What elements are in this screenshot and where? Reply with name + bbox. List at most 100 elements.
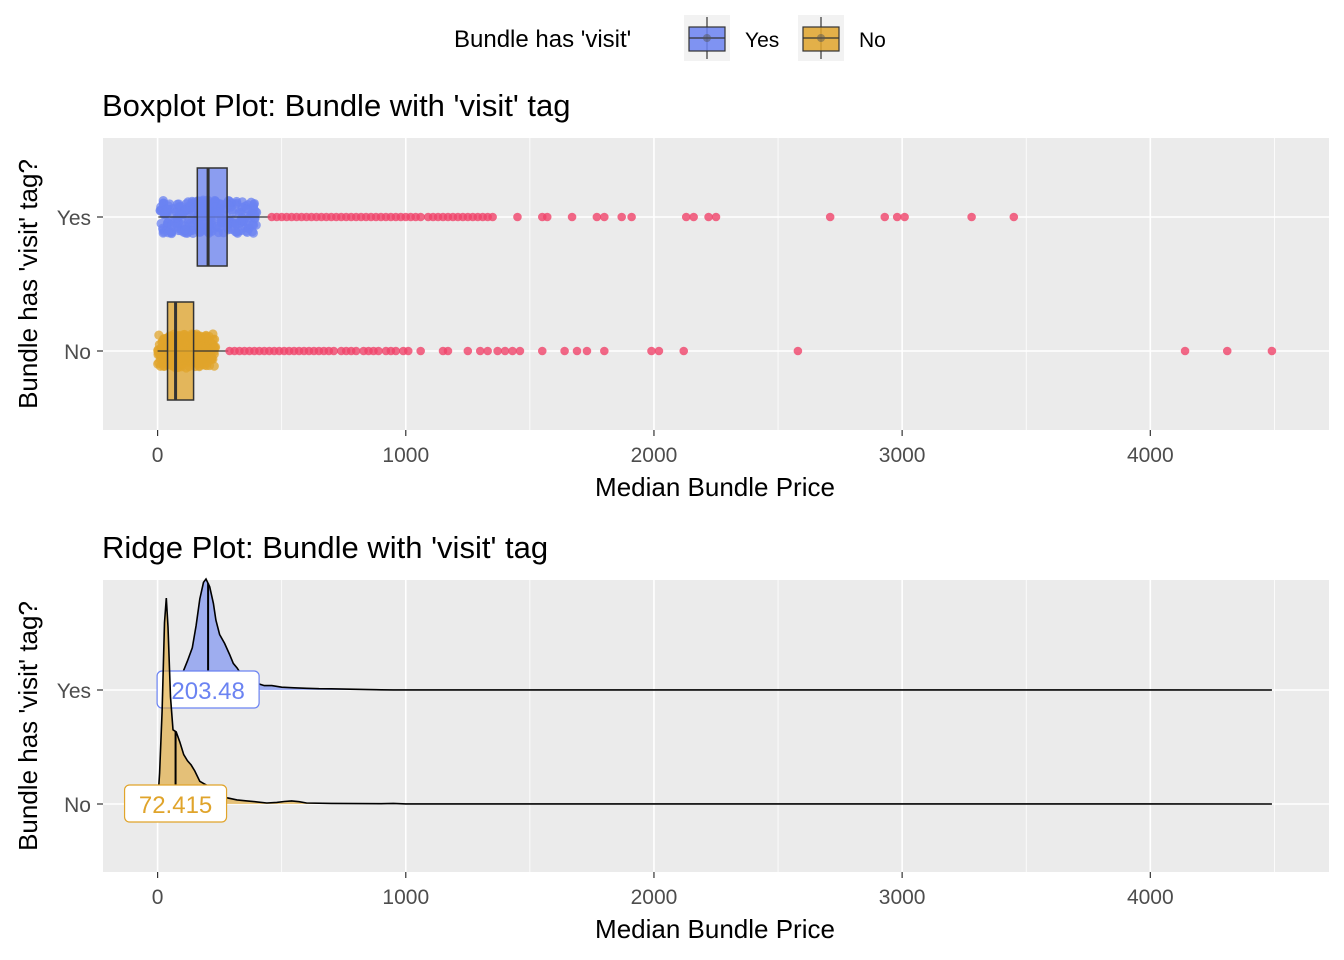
outlier-point [793,346,803,356]
outlier-point [1009,212,1019,222]
median-label-box [156,670,260,709]
median-label-text: 72.415 [139,792,212,819]
outlier-point [513,212,522,222]
legend-key-yes [684,15,730,61]
boxplot-y-tick-label: No [64,341,91,364]
jitter-point [183,197,193,207]
outlier-point [567,212,577,222]
jitter-point [232,196,242,207]
jitter-point [204,335,214,345]
jitter-point [230,227,241,237]
outlier-point [1267,346,1277,356]
outlier-point [600,346,609,356]
outlier-point [572,346,582,356]
boxplot-x-tick-label: 0 [152,444,164,467]
outlier-point [647,346,656,356]
jitter-point [231,219,241,229]
jitter-point [201,360,212,371]
boxplot-chart: Boxplot Plot: Bundle with 'visit' tag Ye… [13,88,1329,502]
jitter-point [242,227,252,237]
ridge-marks: 203.48 72.415 [123,577,1272,823]
jitter-point [206,348,216,359]
jitter-point [195,332,205,342]
ridge-panel-background [103,580,1329,872]
boxplot-title: Boxplot Plot: Bundle with 'visit' tag [102,88,570,123]
ridge-x-tick-label: 1000 [382,886,429,909]
box-no [166,301,195,401]
outlier-point [488,212,497,222]
outlier-point [475,346,485,356]
ridge-x-axis: 0 1000 2000 3000 4000 [152,872,1174,909]
jitter-point [163,228,173,238]
outliers-no [225,346,1277,356]
jitter-point [184,217,194,227]
median-label-yes: 203.48 [156,670,260,709]
outlier-point [600,212,609,222]
ridge-chart: Ridge Plot: Bundle with 'visit' tag 203.… [13,530,1329,944]
outlier-point [679,346,689,356]
jitter-point [177,210,187,220]
boxplot-x-tick-label: 2000 [631,444,678,467]
jitter-point [246,197,256,207]
outlier-point [508,346,517,356]
median-label-text: 203.48 [171,678,244,705]
legend-label-yes: Yes [745,29,779,52]
legend: Bundle has 'visit' Yes No [454,15,886,61]
jitter-point [180,225,190,235]
outlier-point [900,212,909,222]
outlier-point [443,346,453,356]
outliers-yes [267,212,1019,222]
boxplot-marks [153,167,1277,401]
ridge-x-tick-label: 2000 [631,886,678,909]
outlier-point [403,346,413,356]
ridge-y-tick-label: No [64,794,91,817]
boxplot-series-no [153,301,1277,401]
outlier-point [537,346,547,356]
outlier-point [967,212,976,222]
jitter-point [209,361,219,371]
outlier-point [416,212,425,222]
boxplot-y-tick-label: Yes [57,207,91,230]
jitter-point [165,199,175,209]
outlier-point [654,346,664,356]
outlier-point [500,346,510,356]
boxplot-x-tick-label: 3000 [879,444,926,467]
outlier-point [627,212,636,222]
jitter-point [194,362,204,372]
outlier-point [681,212,691,222]
ridge-x-tick-label: 0 [152,886,164,909]
median-label-box [123,784,228,823]
outlier-point [374,346,383,356]
boxplot-panel-background [103,138,1329,430]
outlier-point [463,346,473,356]
outlier-point [1180,346,1190,356]
outlier-point [880,212,890,222]
jitter-point [157,353,167,363]
ridge-x-tick-label: 3000 [879,886,926,909]
legend-key-no [798,15,844,61]
outlier-point [892,212,902,222]
outlier-point [825,212,835,222]
outlier-point [493,346,502,356]
outlier-point [711,212,721,222]
ridge-x-tick-label: 4000 [1127,886,1174,909]
outlier-point [416,346,425,356]
boxplot-y-axis-title: Bundle has 'visit' tag? [13,159,43,409]
jitter-point [251,220,261,230]
boxplot-y-axis: Yes No [57,207,103,364]
ridge-series-no: 72.415 [123,597,1272,823]
outlier-point [689,212,698,222]
boxplot-x-tick-label: 4000 [1127,444,1174,467]
ridge-y-tick-label: Yes [57,680,91,703]
outlier-point [391,346,401,356]
jitter-point [174,199,184,209]
ridge-y-axis-title: Bundle has 'visit' tag? [13,601,43,851]
median-label-no: 72.415 [123,784,228,823]
legend-title: Bundle has 'visit' [454,26,631,53]
box-yes [196,167,228,267]
boxplot-x-axis-title: Median Bundle Price [595,472,835,502]
outlier-point [704,212,713,222]
outlier-point [542,212,552,222]
ridge-x-axis-title: Median Bundle Price [595,914,835,944]
ridge-y-axis: Yes No [57,680,103,817]
